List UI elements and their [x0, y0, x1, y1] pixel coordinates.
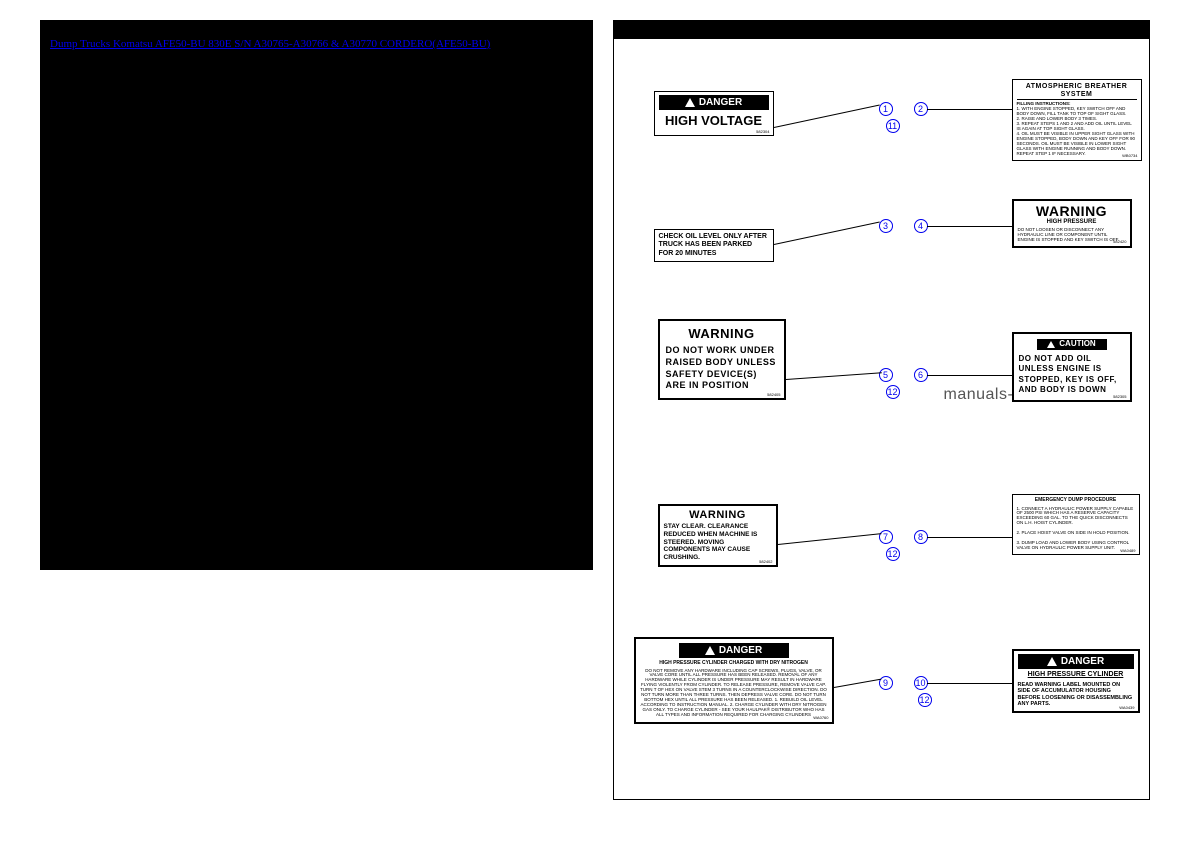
diagram-panel: manuals-komatsu.com DANGER HIGH VOLTAGE …: [613, 20, 1151, 800]
diagram-body: manuals-komatsu.com DANGER HIGH VOLTAGE …: [614, 39, 1150, 799]
callout-12: 12: [918, 693, 932, 707]
label-body: CHECK OIL LEVEL ONLY AFTER TRUCK HAS BEE…: [659, 233, 769, 258]
callout-11: 11: [886, 119, 900, 133]
label-check-oil: CHECK OIL LEVEL ONLY AFTER TRUCK HAS BEE…: [654, 229, 774, 262]
label-warning-high-pressure: WARNING HIGH PRESSURE DO NOT LOOSEN OR D…: [1012, 199, 1132, 248]
label-code: WA0489: [1120, 549, 1135, 553]
leader-line: [833, 679, 880, 688]
label-code: 582305: [1113, 395, 1126, 399]
callout-8: 8: [914, 530, 928, 544]
label-title: WARNING: [666, 327, 778, 341]
label-code: 582402: [759, 560, 772, 564]
label-emergency-dump: EMERGENCY DUMP PROCEDURE 1. CONNECT A HY…: [1012, 494, 1140, 555]
diagram-top-bar: [614, 21, 1150, 39]
label-code: WB0734: [1122, 154, 1137, 158]
leader-line: [927, 109, 1013, 110]
label-atmospheric-breather: ATMOSPHERIC BREATHER SYSTEM FILLING INST…: [1012, 79, 1142, 161]
warning-triangle-icon: [705, 646, 715, 655]
label-caution-add-oil: CAUTION DO NOT ADD OIL UNLESS ENGINE IS …: [1012, 332, 1132, 402]
label-code: 582304: [756, 130, 769, 134]
callout-12: 12: [886, 385, 900, 399]
danger-text: DANGER: [699, 97, 742, 108]
callout-10: 10: [914, 676, 928, 690]
label-body: DO NOT LOOSEN OR DISCONNECT ANY HYDRAULI…: [1018, 228, 1126, 243]
page-container: Dump Trucks Komatsu AFE50-BU 830E S/N A3…: [0, 0, 1190, 820]
callout-7: 7: [879, 530, 893, 544]
danger-text: DANGER: [1061, 656, 1104, 667]
callout-5: 5: [879, 368, 893, 382]
callout-3: 3: [879, 219, 893, 233]
label-code: 582420: [1113, 240, 1126, 244]
label-body: DO NOT REMOVE ANY HARDWARE INCLUDING CAP…: [640, 669, 828, 718]
label-warning-raised-body: WARNING DO NOT WORK UNDER RAISED BODY UN…: [658, 319, 786, 400]
leader-line: [773, 222, 879, 245]
warning-triangle-icon: [1047, 657, 1057, 666]
label-code: WA0760: [813, 716, 828, 720]
label-body: DO NOT WORK UNDER RAISED BODY UNLESS SAF…: [666, 345, 778, 392]
danger-text: DANGER: [719, 645, 762, 656]
label-danger-cylinder: DANGER HIGH PRESSURE CYLINDER READ WARNI…: [1012, 649, 1140, 713]
callout-12: 12: [886, 547, 900, 561]
label-sub: HIGH PRESSURE CYLINDER: [1018, 671, 1134, 679]
leader-line: [785, 372, 881, 380]
label-danger-nitrogen: DANGER HIGH PRESSURE CYLINDER CHARGED WI…: [634, 637, 834, 724]
label-body: 1. WITH ENGINE STOPPED, KEY SWITCH OFF A…: [1017, 107, 1137, 156]
label-title: EMERGENCY DUMP PROCEDURE: [1017, 498, 1135, 504]
callout-6: 6: [914, 368, 928, 382]
label-body: DO NOT ADD OIL UNLESS ENGINE IS STOPPED,…: [1019, 354, 1125, 396]
label-title: ATMOSPHERIC BREATHER SYSTEM: [1017, 83, 1137, 100]
label-title: WARNING: [1018, 204, 1126, 219]
label-body: 1. CONNECT A HYDRAULIC POWER SUPPLY CAPA…: [1017, 507, 1135, 551]
caution-text: CAUTION: [1059, 340, 1095, 349]
label-body: STAY CLEAR. CLEARANCE REDUCED WHEN MACHI…: [664, 523, 772, 562]
breadcrumb-link[interactable]: Dump Trucks Komatsu AFE50-BU 830E S/N A3…: [50, 38, 490, 50]
leader-line: [927, 683, 1013, 684]
label-sub: HIGH PRESSURE CYLINDER CHARGED WITH DRY …: [640, 661, 828, 667]
label-danger-high-voltage: DANGER HIGH VOLTAGE 582304: [654, 91, 774, 136]
label-main: HIGH VOLTAGE: [659, 110, 769, 132]
left-panel: Dump Trucks Komatsu AFE50-BU 830E S/N A3…: [40, 20, 593, 570]
warning-triangle-icon: [1047, 341, 1055, 348]
callout-1: 1: [879, 102, 893, 116]
label-body: READ WARNING LABEL MOUNTED ON SIDE OF AC…: [1018, 682, 1134, 708]
leader-line: [777, 533, 881, 545]
label-warning-stay-clear: WARNING STAY CLEAR. CLEARANCE REDUCED WH…: [658, 504, 778, 567]
leader-line: [773, 105, 879, 128]
leader-line: [927, 537, 1013, 538]
leader-line: [927, 226, 1013, 227]
label-code: 582405: [767, 393, 780, 397]
label-sub: HIGH PRESSURE: [1018, 219, 1126, 226]
leader-line: [927, 375, 1013, 376]
label-code: WA0439: [1119, 706, 1134, 710]
callout-2: 2: [914, 102, 928, 116]
warning-triangle-icon: [685, 98, 695, 107]
callout-4: 4: [914, 219, 928, 233]
label-title: WARNING: [664, 509, 772, 521]
